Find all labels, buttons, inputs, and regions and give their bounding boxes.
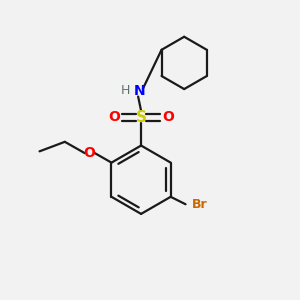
Text: O: O bbox=[108, 110, 120, 124]
Text: S: S bbox=[136, 110, 147, 125]
Text: O: O bbox=[162, 110, 174, 124]
Text: Br: Br bbox=[191, 198, 207, 211]
Text: H: H bbox=[121, 84, 130, 97]
Text: O: O bbox=[84, 146, 95, 160]
Text: N: N bbox=[134, 84, 146, 98]
